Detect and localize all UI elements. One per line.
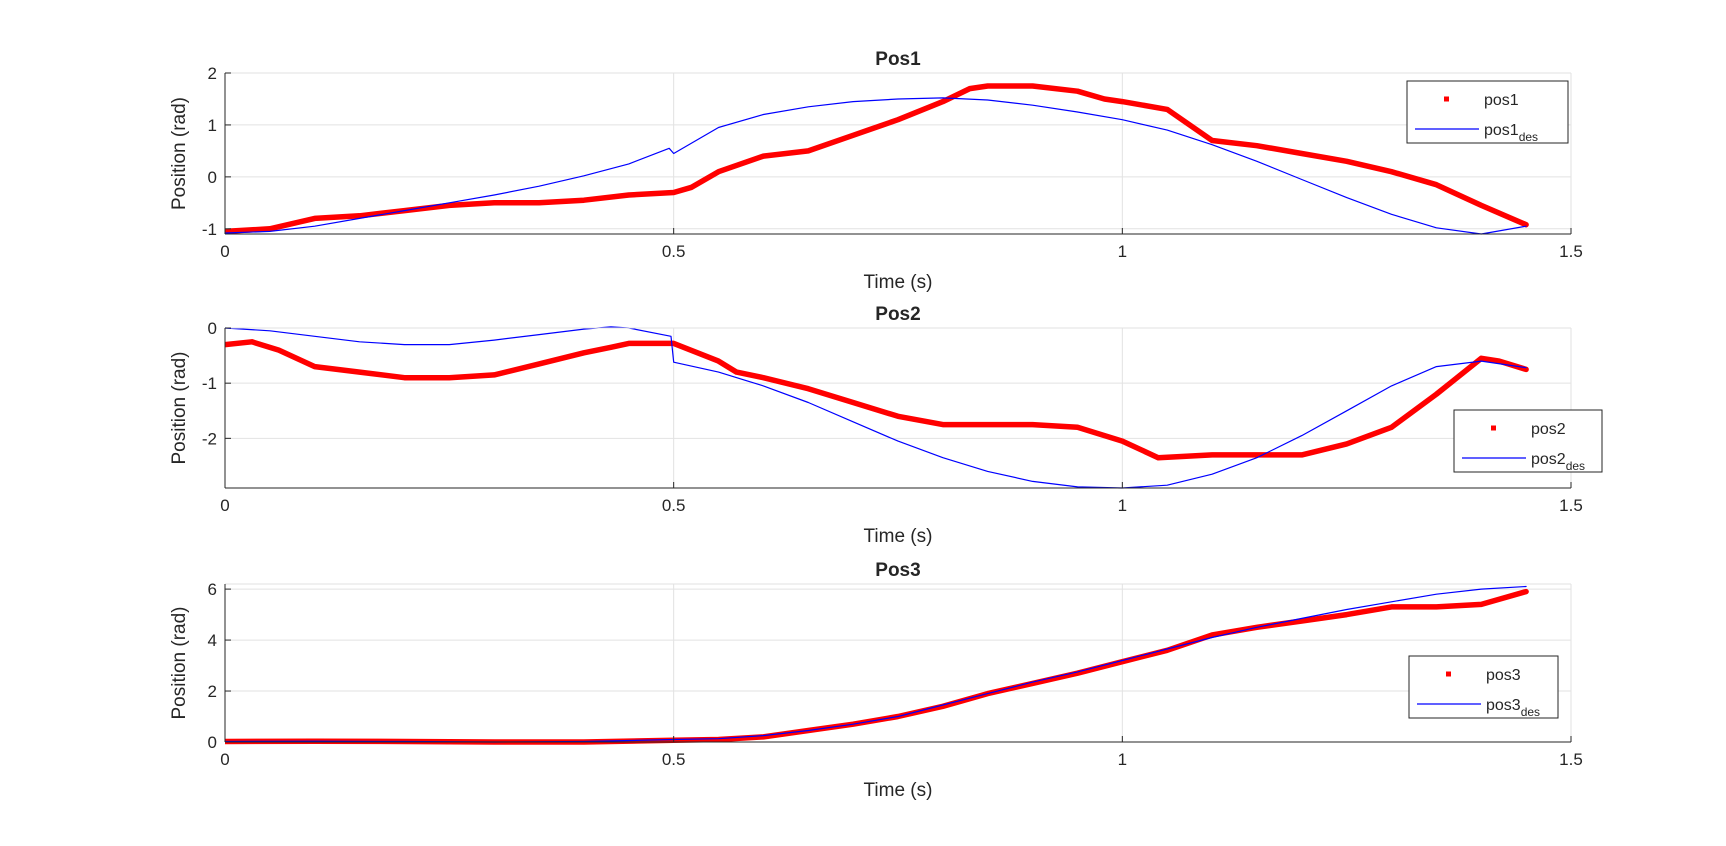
x-axis-label: Time (s) — [864, 272, 933, 293]
legend-box — [1453, 409, 1603, 473]
series-group — [225, 326, 1529, 489]
series-line-pos2 — [225, 339, 1529, 461]
y-tick-label: 2 — [208, 682, 217, 701]
legend-entry-label: pos2 — [1531, 421, 1566, 438]
y-tick-label: 0 — [208, 319, 217, 338]
legend-box — [1408, 655, 1559, 719]
legend-box — [1406, 80, 1569, 144]
y-tick-label: -1 — [202, 220, 217, 239]
y-tick-label: 0 — [208, 168, 217, 187]
x-tick-label: 1.5 — [1559, 242, 1583, 261]
legend-entry-label: pos3 — [1486, 667, 1521, 684]
series-line-pos1 — [225, 83, 1529, 235]
x-tick-label: 0 — [220, 496, 229, 515]
y-axis-label: Position (rad) — [169, 607, 190, 720]
x-tick-label: 1 — [1118, 750, 1127, 769]
legend-marker — [1444, 96, 1449, 102]
x-tick-label: 0.5 — [662, 496, 686, 515]
legend: pos3 pos3des — [1408, 655, 1559, 719]
series-group — [225, 83, 1529, 235]
y-tick-label: 6 — [208, 580, 217, 599]
x-tick-label: 1 — [1118, 496, 1127, 515]
x-tick-label: 1.5 — [1559, 496, 1583, 515]
y-tick-label: -2 — [202, 429, 217, 448]
plot-area — [225, 328, 1571, 488]
x-tick-label: 0 — [220, 242, 229, 261]
y-tick-label: 2 — [208, 64, 217, 83]
x-axis-label: Time (s) — [864, 780, 933, 801]
chart-title: Pos1 — [875, 49, 921, 70]
subplot-2: 0 0.5 1 1.5 -2 -1 0 Pos2 Time (s) Position (rad) p… — [169, 304, 1603, 547]
chart-title: Pos3 — [875, 560, 920, 581]
legend-marker — [1446, 671, 1451, 677]
legend: pos2 pos2des — [1453, 409, 1603, 473]
series-line-pos1-des — [225, 97, 1527, 235]
legend-entry-label: pos1des — [1484, 122, 1538, 144]
series-line-pos2-des — [225, 326, 1527, 489]
x-tick-label: 0.5 — [662, 242, 686, 261]
y-tick-label: 0 — [208, 733, 217, 752]
x-tick-label: 0 — [220, 750, 229, 769]
legend-entry-label: pos1 — [1484, 92, 1519, 109]
legend-entry-label: pos2des — [1531, 451, 1585, 473]
x-axis-label: Time (s) — [864, 526, 933, 547]
chart-title: Pos2 — [875, 304, 920, 325]
y-tick-label: 1 — [208, 116, 217, 135]
y-axis-label: Position (rad) — [169, 352, 190, 465]
x-tick-label: 0.5 — [662, 750, 686, 769]
x-tick-label: 1.5 — [1559, 750, 1583, 769]
y-tick-label: 4 — [208, 631, 217, 650]
legend-marker — [1491, 425, 1496, 431]
y-tick-label: -1 — [202, 374, 217, 393]
subplot-3: 0 0.5 1 1.5 0 2 4 6 Pos3 Time (s) Position (rad) po… — [169, 560, 1583, 801]
legend: pos1 pos1des — [1406, 80, 1569, 144]
y-axis-label: Position (rad) — [169, 97, 190, 210]
x-tick-label: 1 — [1118, 242, 1127, 261]
legend-entry-label: pos3des — [1486, 697, 1540, 719]
